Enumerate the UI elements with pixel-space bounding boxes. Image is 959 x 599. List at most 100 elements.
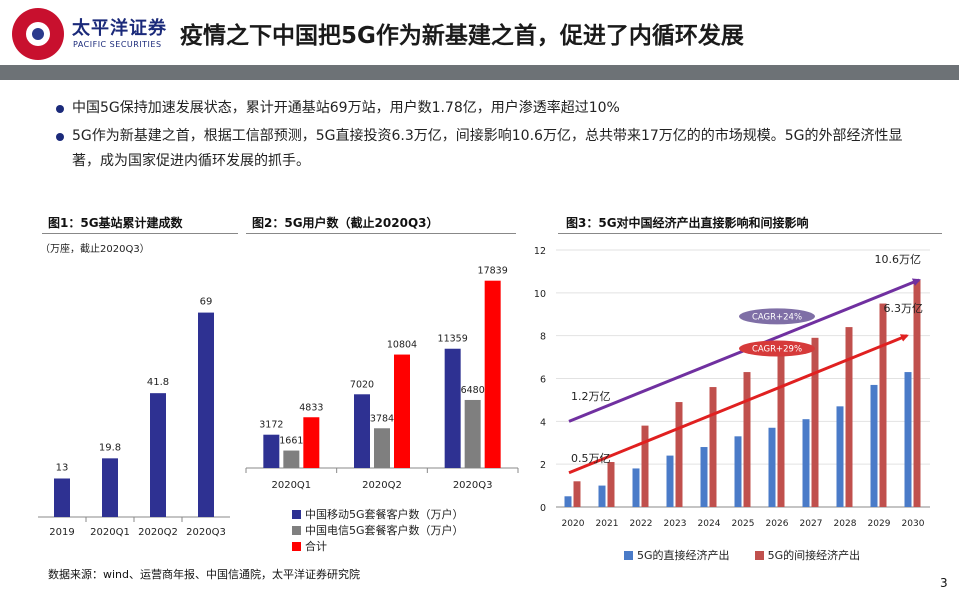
chart3-bar	[870, 384, 878, 507]
chart3-y-tick-label: 8	[540, 332, 546, 343]
chart2-x-tick-label: 2020Q1	[271, 480, 311, 491]
chart3-bar	[641, 425, 649, 507]
bullet-dot-icon	[56, 105, 64, 113]
chart3-x-tick-label: 2029	[868, 519, 891, 529]
chart3: 0 2 4 6 8 10 12 2020 2021 2022 2023 2024 2025 2026 202…	[534, 246, 930, 529]
chart2-data-label: 1661	[279, 436, 303, 447]
chart3-cagr-label-direct: CAGR+29%	[752, 345, 802, 355]
chart1-bar	[198, 312, 214, 517]
chart2-data-label: 3172	[259, 420, 283, 431]
chart3-y-tick-label: 0	[540, 503, 546, 514]
legend-swatch-icon	[292, 510, 301, 519]
chart3-legend: 5G的直接经济产出 5G的间接经济产出	[624, 544, 860, 563]
chart2: 3172 1661 4833 2020Q1 7020 3784 10804 2020Q2 113…	[245, 266, 519, 491]
chart3-x-tick-label: 2028	[834, 519, 857, 529]
bullet-dot-icon	[56, 133, 64, 141]
chart3-bar	[675, 402, 683, 507]
chart3-x-tick-label: 2025	[732, 519, 755, 529]
chart1: 13 2019 19.8 2020Q1 41.8 2020Q2 69 2020Q3	[38, 297, 230, 538]
chart3-bar	[734, 436, 742, 507]
figure2-title-rule	[246, 233, 516, 234]
chart3-bar	[700, 447, 708, 507]
legend-swatch-icon	[624, 551, 633, 560]
chart3-x-tick-label: 2023	[664, 519, 687, 529]
chart3-annotation-start-direct: 0.5万亿	[571, 452, 611, 465]
chart3-bar	[802, 419, 810, 507]
chart1-data-label: 69	[200, 297, 213, 308]
chart2-data-label: 10804	[387, 340, 417, 351]
chart3-annotation-start-indirect: 1.2万亿	[571, 390, 611, 403]
legend-item: 中国电信5G套餐客户数（万户）	[292, 522, 464, 538]
chart1-data-label: 41.8	[147, 377, 169, 388]
chart3-x-tick-label: 2027	[800, 519, 823, 529]
chart1-bar	[54, 478, 70, 517]
legend-item: 5G的直接经济产出	[624, 549, 730, 562]
chart3-y-tick-label: 10	[534, 289, 546, 300]
chart3-bar	[904, 372, 912, 507]
chart3-x-tick-label: 2024	[698, 519, 721, 529]
chart2-bar	[354, 394, 370, 468]
chart2-x-tick-label: 2020Q3	[453, 480, 493, 491]
header-divider	[0, 65, 959, 80]
chart2-bar	[484, 280, 501, 468]
figure1-title: 图1：5G基站累计建成数	[48, 216, 183, 230]
chart3-bar	[913, 279, 921, 507]
legend-label: 合计	[305, 540, 327, 553]
chart3-cagr-pill-direct	[739, 340, 815, 357]
chart3-trend-arrow-direct	[568, 334, 909, 475]
chart3-bar	[564, 496, 572, 507]
chart3-bar	[768, 427, 776, 507]
chart3-y-tick-label: 2	[540, 460, 546, 471]
legend-label: 5G的间接经济产出	[767, 549, 861, 562]
figure3-title: 图3：5G对中国经济产出直接影响和间接影响	[566, 216, 809, 230]
chart1-bar	[102, 458, 118, 517]
chart3-bar	[845, 327, 853, 507]
chart2-bar	[464, 399, 481, 468]
chart2-bar	[303, 417, 320, 468]
legend-swatch-icon	[292, 542, 301, 551]
chart1-x-tick-label: 2020Q1	[90, 527, 130, 538]
chart2-legend: 中国移动5G套餐客户数（万户） 中国电信5G套餐客户数（万户） 合计	[292, 506, 464, 554]
chart3-y-tick-label: 6	[540, 375, 546, 386]
chart2-data-label: 6480	[461, 385, 485, 396]
legend-label: 中国电信5G套餐客户数（万户）	[305, 524, 464, 537]
chart3-bar	[836, 406, 844, 507]
chart3-x-tick-label: 2022	[630, 519, 653, 529]
chart3-bar	[743, 372, 751, 507]
bullet-text: 5G作为新基建之首，根据工信部预测，5G直接投资6.3万亿，间接影响10.6万亿…	[72, 128, 903, 169]
chart3-y-tick-label: 4	[540, 417, 546, 428]
legend-label: 5G的直接经济产出	[637, 549, 730, 562]
chart2-data-label: 3784	[370, 413, 394, 424]
chart2-bar	[374, 428, 390, 468]
chart2-data-label: 17839	[478, 266, 508, 277]
bullet-item: 中国5G保持加速发展状态，累计开通基站69万站，用户数1.78亿，用户渗透率超过…	[48, 96, 928, 121]
logo-subtext: PACIFIC SECURITIES	[73, 40, 162, 49]
chart1-x-tick-label: 2020Q2	[138, 527, 178, 538]
chart3-x-tick-label: 2021	[596, 519, 619, 529]
legend-swatch-icon	[754, 551, 764, 560]
chart2-data-label: 11359	[438, 334, 468, 345]
chart3-bar	[632, 468, 640, 507]
chart3-bar	[777, 354, 785, 507]
chart3-bar	[709, 387, 717, 507]
chart3-bar	[598, 485, 606, 507]
chart2-data-label: 4833	[299, 402, 323, 413]
chart1-unit-note: （万座，截止2020Q3）	[40, 244, 150, 255]
chart3-y-tick-label: 12	[534, 246, 546, 257]
chart1-data-label: 13	[56, 462, 69, 473]
chart2-x-tick-label: 2020Q2	[362, 480, 402, 491]
chart2-bar	[283, 450, 300, 468]
legend-item: 合计	[292, 538, 464, 554]
source-note: 数据来源：wind、运营商年报、中国信通院，太平洋证券研究院	[48, 568, 361, 581]
chart2-bar	[263, 434, 280, 468]
chart3-annotation-end-indirect: 10.6万亿	[875, 253, 922, 266]
chart2-bar	[394, 354, 410, 468]
page-title: 疫情之下中国把5G作为新基建之首，促进了内循环发展	[180, 23, 744, 49]
chart3-x-tick-label: 2026	[766, 519, 789, 529]
chart3-x-tick-label: 2030	[902, 519, 925, 529]
bullet-text: 中国5G保持加速发展状态，累计开通基站69万站，用户数1.78亿，用户渗透率超过…	[72, 100, 620, 116]
chart1-bar	[150, 393, 166, 517]
page-number: 3	[940, 576, 948, 590]
legend-label: 中国移动5G套餐客户数（万户）	[305, 508, 464, 521]
chart1-x-tick-label: 2020Q3	[186, 527, 226, 538]
